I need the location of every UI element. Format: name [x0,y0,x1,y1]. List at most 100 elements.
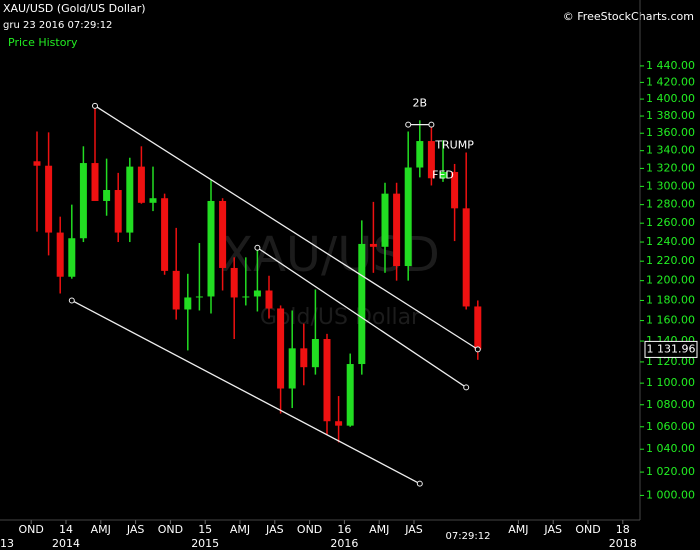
candle-body [230,267,238,298]
year-label: 2014 [52,537,80,550]
y-tick-label: 1 440.00 [646,59,695,72]
watermark-sub: Gold/US Dollar [260,305,421,330]
candle-body [416,141,424,168]
candle-body [207,200,215,297]
time-box [444,527,492,545]
x-tick-label: OND [297,523,322,536]
candle-body [195,296,203,298]
candle-body [311,339,319,368]
trend-point [463,384,470,391]
y-tick-label: 1 040.00 [646,442,695,455]
candle-body [474,306,482,350]
candle-body [277,308,285,389]
candle-body [393,193,401,267]
x-tick-label: OND [19,523,44,536]
candle-body [462,208,470,307]
annotation: TRUMP [434,138,474,151]
y-tick-label: 1 240.00 [646,235,695,248]
candle-body [439,171,447,179]
x-tick-label: JAS [543,523,562,536]
chart-title: XAU/USD (Gold/US Dollar) [3,2,146,15]
trend-line [257,247,467,388]
year-label: 2018 [609,537,637,550]
candle-body [114,190,122,233]
candle-body [335,421,343,426]
trend-point [474,346,481,353]
candle-body [137,166,145,203]
y-tick-label: 1 260.00 [646,216,695,229]
y-tick-label: 1 360.00 [646,126,695,139]
x-tick-label: 14 [59,523,73,536]
x-tick-label: OND [158,523,183,536]
x-tick-label: AMJ [369,523,389,536]
y-tick-label: 1 380.00 [646,109,695,122]
candle-body [242,296,250,298]
x-tick-label: JAS [265,523,284,536]
candle-body [79,163,87,239]
x-tick-label: 16 [337,523,351,536]
x-tick-label: OND [575,523,600,536]
candle-body [358,243,366,365]
candle-body [91,163,99,201]
x-tick-label: 15 [198,523,212,536]
x-tick-label: AMJ [508,523,528,536]
candle-body [381,193,389,247]
y-tick-label: 1 020.00 [646,465,695,478]
y-tick-label: 1 100.00 [646,376,695,389]
source: © FreeStockCharts.com [563,10,694,23]
x-tick-label: JAS [126,523,145,536]
candle-body [265,290,273,309]
candle-body [300,348,308,368]
candle-body [45,165,53,233]
trend-point [405,121,412,128]
y-tick-label: 1 420.00 [646,75,695,88]
y-tick-label: 1 340.00 [646,144,695,157]
candle-body [56,232,64,277]
y-tick-label: 1 000.00 [646,488,695,501]
annotation: 2B [413,96,428,109]
candle-body [369,243,377,247]
y-tick-label: 1 200.00 [646,274,695,287]
trend-point [254,244,261,251]
candle-body [288,348,296,389]
y-tick-label: 1 060.00 [646,420,695,433]
y-tick-label: 1 120.00 [646,355,695,368]
candle-body [253,290,261,297]
candle-body [126,166,134,233]
year-label: 13 [0,537,14,550]
plot: 1 000.00 1 020.00 1 040.00 1 060.00 1 080.00… [0,59,695,550]
y-tick-label: 1 400.00 [646,92,695,105]
x-tick-label: JAS [404,523,423,536]
year-label: 2016 [330,537,358,550]
time-label: 07:29:12 [446,531,491,542]
y-tick-label: 1 180.00 [646,293,695,306]
last-price-box [644,340,698,358]
candle-body [68,238,76,277]
last-price-label: 1 131.96 [647,342,696,355]
candle-body [33,161,41,166]
candle-body [172,270,180,310]
candle-body [184,297,192,310]
candle-body [149,198,157,203]
x-tick-label: AMJ [91,523,111,536]
y-tick-label: 1 080.00 [646,398,695,411]
y-tick-label: 1 220.00 [646,254,695,267]
y-tick-label: 1 280.00 [646,198,695,211]
trend-point [92,102,98,109]
candle-body [103,190,111,201]
trend-point [428,121,435,128]
candle-body [323,339,331,422]
trend-point [68,297,75,304]
y-tick-label: 1 320.00 [646,161,695,174]
candle-body [427,141,435,179]
trend-line [94,105,479,350]
annotation: FED [432,169,454,182]
trend-line [71,299,421,485]
candle-body [404,167,412,267]
candle-body [346,364,354,426]
y-tick-label: 1 160.00 [646,314,695,327]
trend-point [416,480,423,487]
x-tick-label: AMJ [230,523,250,536]
candle-body [219,200,227,268]
